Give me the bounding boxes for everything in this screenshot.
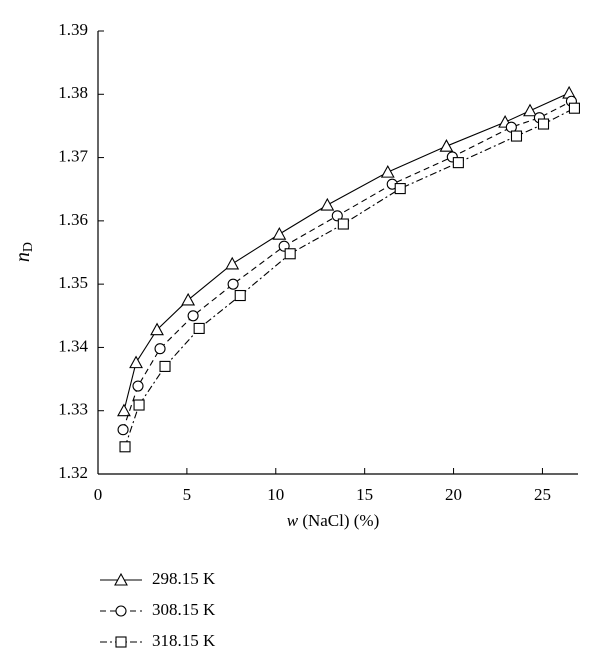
x-tick-label: 5 bbox=[183, 485, 192, 504]
series-line bbox=[124, 107, 575, 447]
y-axis-variable: n bbox=[12, 252, 34, 262]
y-tick-label: 1.37 bbox=[58, 146, 88, 165]
marker bbox=[234, 289, 246, 302]
marker bbox=[119, 441, 131, 453]
x-tick-label: 15 bbox=[356, 485, 373, 504]
marker bbox=[394, 183, 406, 195]
marker bbox=[227, 278, 239, 290]
x-tick-label: 25 bbox=[534, 485, 551, 504]
marker bbox=[320, 197, 335, 211]
marker bbox=[132, 380, 144, 392]
legend-label: 308.15 K bbox=[152, 600, 216, 619]
legend-label: 318.15 K bbox=[152, 631, 216, 650]
marker bbox=[452, 157, 464, 169]
series-line bbox=[123, 92, 570, 411]
marker bbox=[331, 210, 343, 222]
y-tick-label: 1.33 bbox=[58, 400, 88, 419]
marker bbox=[225, 256, 240, 270]
x-axis-label: w (NaCl) (%) bbox=[287, 511, 380, 530]
marker bbox=[150, 322, 164, 336]
marker bbox=[154, 343, 166, 355]
marker bbox=[380, 164, 395, 178]
legend-marker bbox=[115, 636, 127, 648]
marker bbox=[568, 102, 580, 114]
legend-label: 298.15 K bbox=[152, 569, 216, 588]
x-tick-label: 0 bbox=[94, 485, 103, 504]
marker bbox=[117, 424, 129, 436]
y-axis-label: nD bbox=[12, 242, 37, 262]
marker bbox=[181, 292, 196, 306]
marker bbox=[129, 355, 143, 369]
marker bbox=[133, 399, 145, 411]
marker bbox=[193, 322, 205, 334]
marker bbox=[187, 310, 199, 322]
marker bbox=[117, 403, 131, 417]
y-tick-label: 1.36 bbox=[58, 210, 88, 229]
marker bbox=[337, 218, 349, 230]
legend-marker bbox=[114, 572, 128, 586]
marker bbox=[537, 118, 550, 130]
marker bbox=[159, 360, 171, 372]
x-axis-unit: (NaCl) (%) bbox=[302, 511, 379, 530]
y-tick-label: 1.38 bbox=[58, 83, 88, 102]
y-tick-label: 1.32 bbox=[58, 463, 88, 482]
y-tick-label: 1.39 bbox=[58, 20, 88, 39]
series-line bbox=[122, 100, 572, 430]
marker bbox=[439, 139, 454, 152]
marker bbox=[272, 226, 287, 240]
x-axis-variable: w bbox=[287, 511, 299, 530]
x-tick-label: 10 bbox=[267, 485, 284, 504]
marker bbox=[510, 130, 523, 142]
y-tick-label: 1.34 bbox=[58, 336, 88, 355]
y-tick-label: 1.35 bbox=[58, 273, 88, 292]
x-tick-label: 20 bbox=[445, 485, 462, 504]
legend-marker bbox=[115, 605, 127, 617]
marker bbox=[284, 248, 296, 260]
y-axis-subscript: D bbox=[21, 242, 36, 252]
marker bbox=[523, 103, 537, 117]
